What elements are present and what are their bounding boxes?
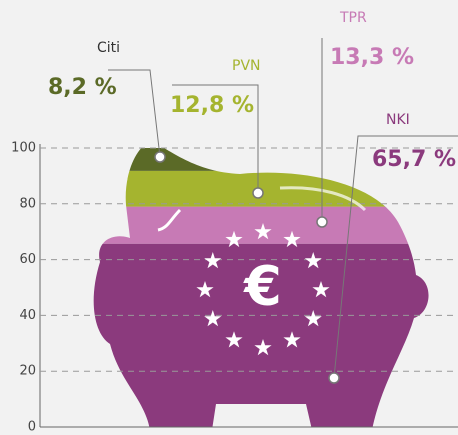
leader-dot (328, 372, 340, 384)
decoration: € (157, 186, 367, 356)
stack-segment (93, 243, 429, 427)
star (254, 223, 272, 240)
leader-line (333, 135, 458, 379)
plot: 0 20 40 60 80 100 (11, 141, 458, 435)
euro-sign: € (242, 255, 282, 318)
star (225, 331, 243, 348)
value-label: 13,3 % (330, 45, 414, 70)
y-tick-label: 60 (19, 252, 36, 267)
star (283, 331, 301, 348)
star (254, 339, 272, 356)
leader-line (172, 84, 259, 193)
star (204, 252, 222, 269)
category-label: PVN (232, 58, 261, 74)
y-tick-label: 40 (19, 308, 36, 323)
category-label: Citi (97, 40, 120, 56)
star (196, 281, 214, 298)
y-tick-label: 0 (28, 420, 36, 435)
pig-bands (93, 148, 429, 427)
star (204, 310, 222, 327)
category-label: NKI (386, 112, 410, 128)
y-tick-label: 20 (19, 364, 36, 379)
star (283, 230, 301, 248)
stack-segment (93, 206, 429, 244)
leaders (108, 38, 458, 384)
leader-line (108, 69, 161, 158)
star (225, 230, 243, 248)
star (312, 281, 330, 298)
leader-dot (252, 187, 264, 199)
star (304, 310, 322, 327)
leader-dot (154, 151, 166, 163)
value-label: 8,2 % (48, 75, 117, 100)
y-tick-label: 80 (19, 196, 36, 211)
star (304, 252, 322, 269)
highlight (279, 186, 367, 212)
category-label: TPR (339, 10, 367, 26)
highlight (157, 208, 182, 232)
leader-dot (316, 216, 328, 228)
value-label: 65,7 % (372, 147, 456, 172)
value-label: 12,8 % (170, 93, 254, 118)
y-tick-label: 100 (11, 141, 36, 156)
